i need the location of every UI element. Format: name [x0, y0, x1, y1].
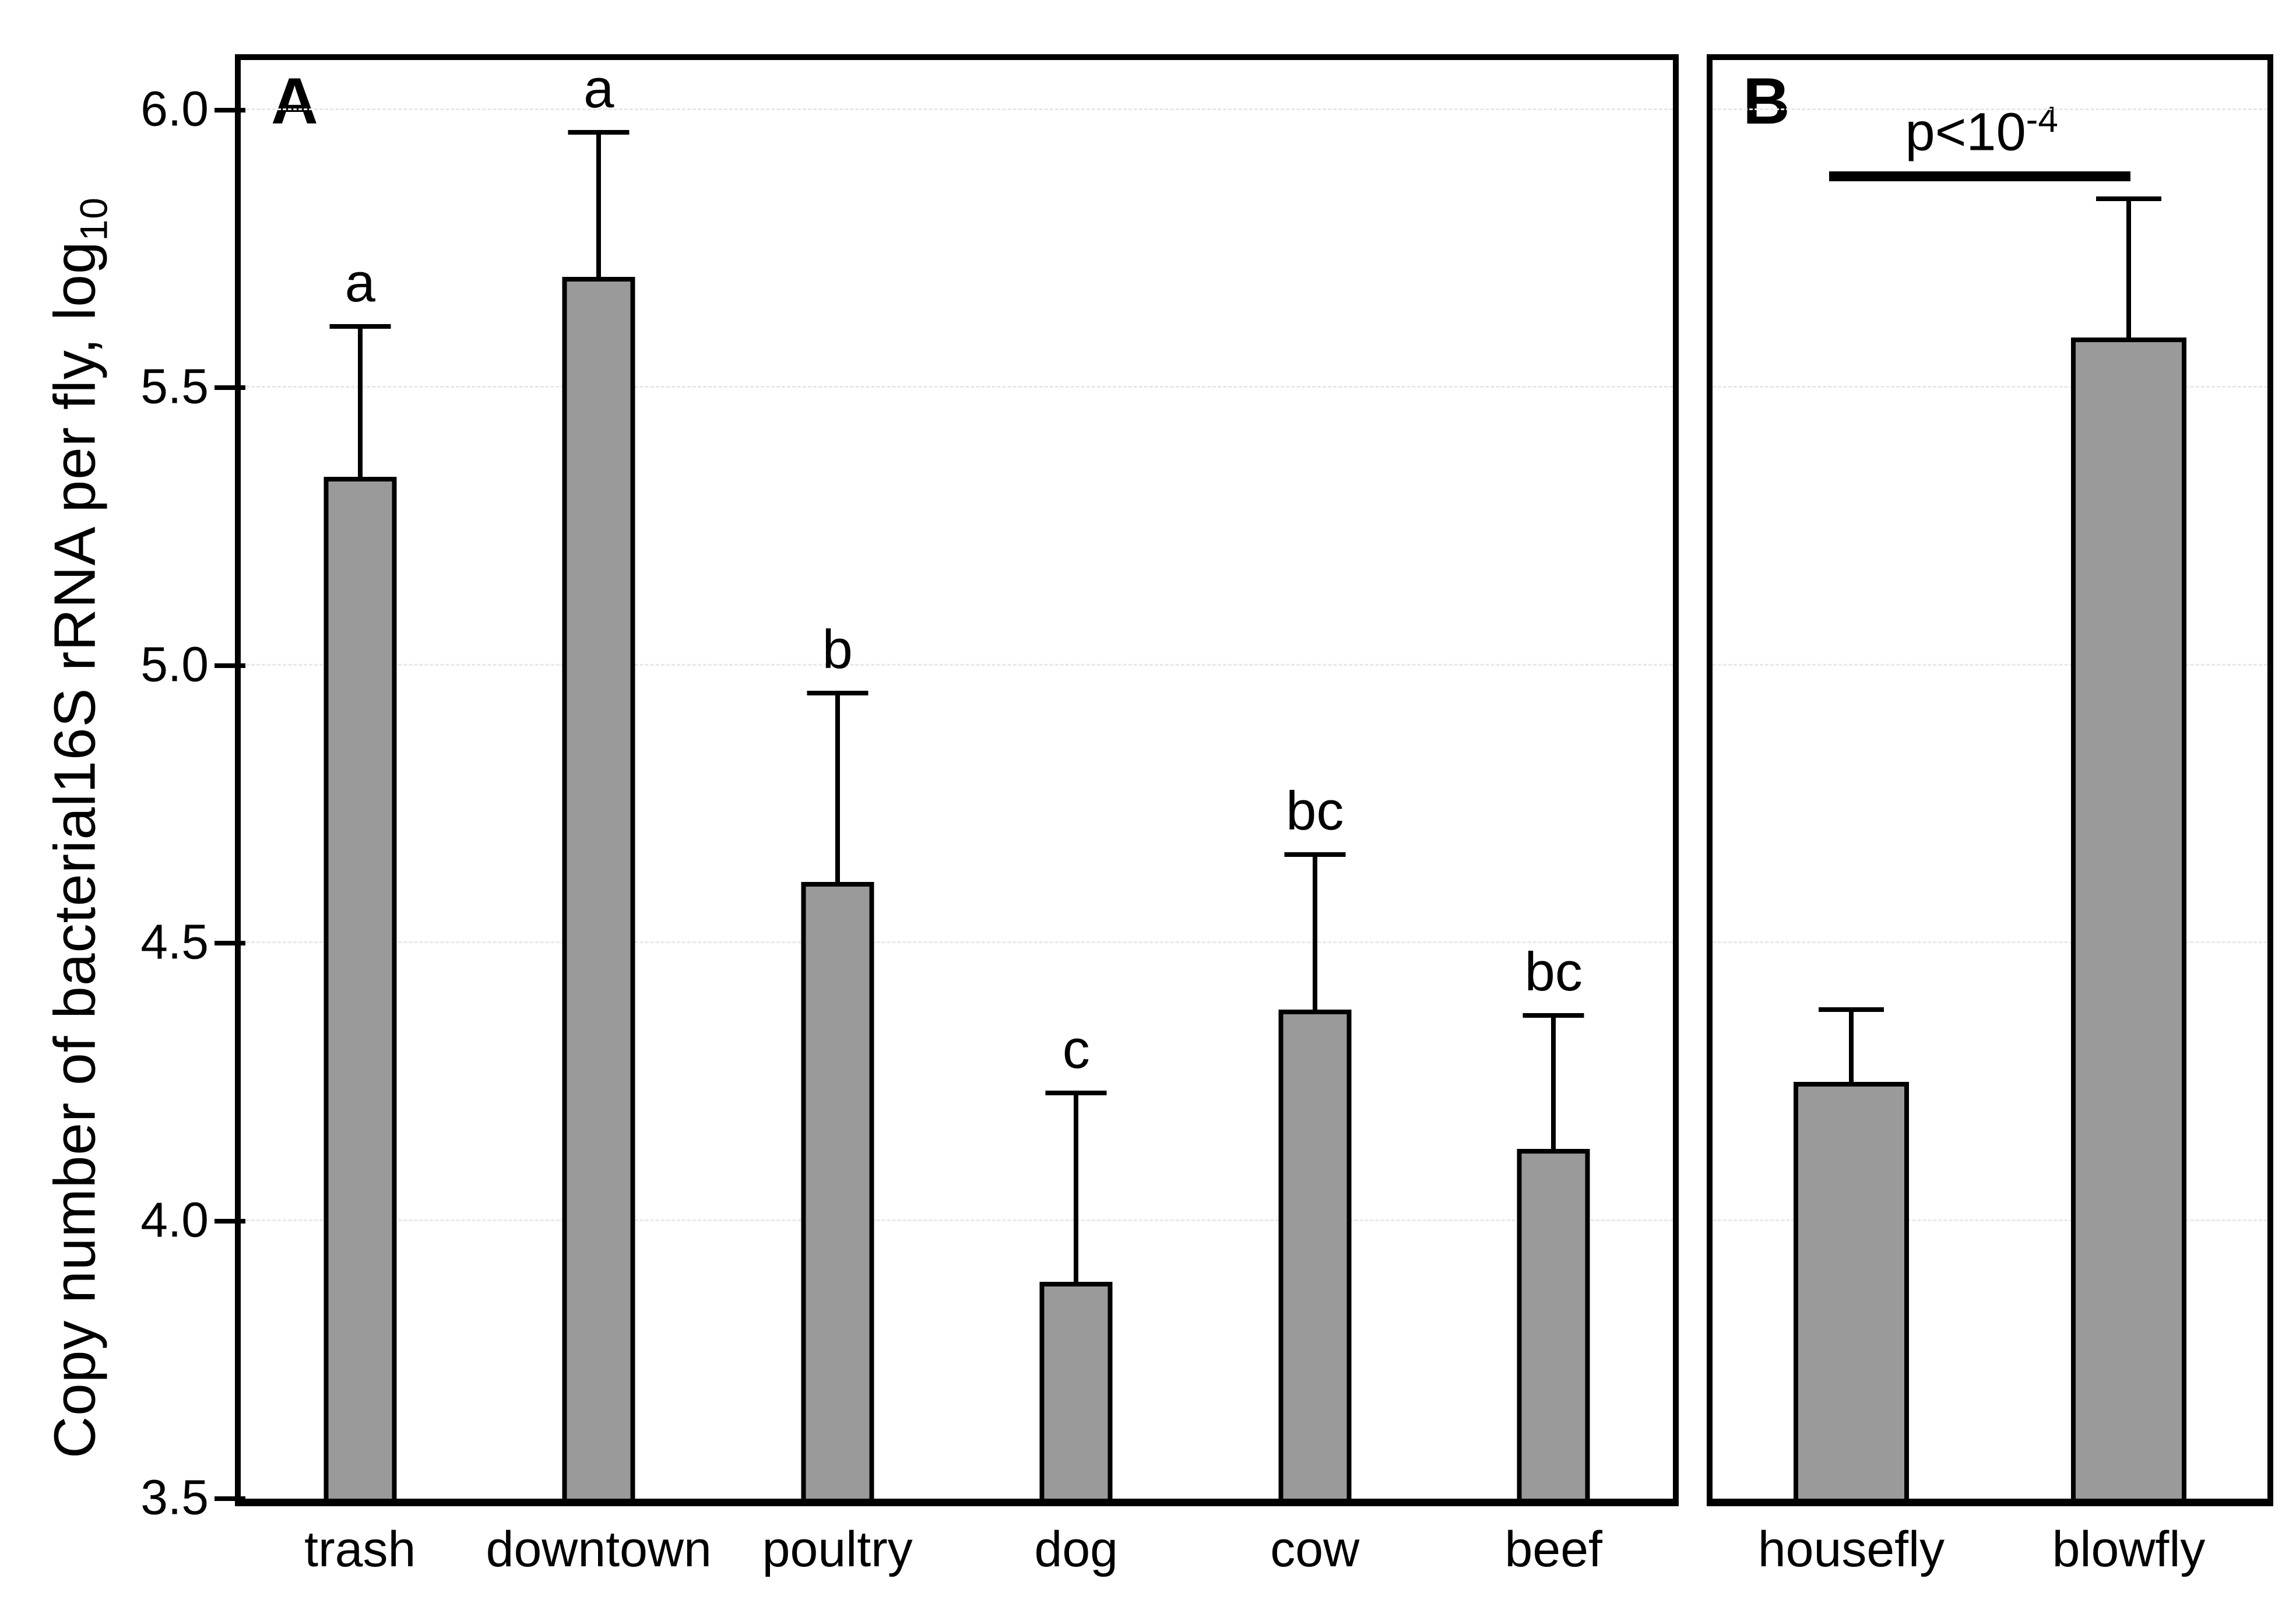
gridline: [241, 663, 1673, 666]
error-cap: [329, 324, 391, 329]
error-bar: [357, 326, 363, 477]
significance-letter: a: [583, 57, 614, 119]
y-tick-label: 4.0: [140, 1192, 209, 1247]
significance-line: [1829, 171, 2130, 182]
y-tick: [215, 1218, 245, 1224]
panel-A-letter: A: [271, 65, 318, 138]
error-cap: [2096, 196, 2161, 202]
gridline: [241, 108, 1673, 110]
panel-B: B p<10-4 housefly blowfly: [1707, 54, 2273, 1577]
y-axis-title: Copy number of bacterial16S rRNA per fly…: [42, 197, 116, 1458]
error-bar: [1849, 1010, 1854, 1082]
significance-letter: a: [344, 252, 375, 314]
category-label-blowfly: blowfly: [2052, 1521, 2206, 1577]
error-bar: [1312, 854, 1317, 1010]
error-bar: [2126, 199, 2131, 338]
category-label-trash: trash: [304, 1521, 416, 1577]
y-axis-title-subscript: 10: [72, 197, 115, 241]
gridline: [241, 1219, 1673, 1221]
category-label-downtown: downtown: [486, 1521, 712, 1577]
category-label-poultry: poultry: [762, 1521, 913, 1577]
error-bar: [835, 693, 840, 883]
error-cap: [1523, 1013, 1584, 1018]
bar-beef: [1517, 1148, 1590, 1499]
category-label-cow: cow: [1270, 1521, 1360, 1577]
y-tick-label: 5.0: [140, 637, 209, 692]
gridline: [1713, 663, 2267, 666]
significance-letter: c: [1062, 1018, 1090, 1080]
y-tick: [215, 107, 245, 113]
significance-label-superscript: -4: [2026, 100, 2058, 140]
y-tick-label: 3.5: [140, 1470, 209, 1525]
bar-dog: [1039, 1282, 1113, 1499]
gridline: [1713, 386, 2267, 388]
significance-label: p<10-4: [1905, 102, 2058, 159]
y-tick: [215, 941, 245, 946]
gridline: [241, 386, 1673, 388]
error-cap: [568, 129, 630, 135]
gridline: [1713, 108, 2267, 110]
error-cap: [807, 691, 869, 696]
significance-letter: b: [822, 618, 853, 680]
error-bar: [1074, 1093, 1079, 1282]
error-cap: [1819, 1007, 1884, 1013]
y-tick: [215, 663, 245, 668]
gridline: [1713, 941, 2267, 944]
bar-trash: [324, 476, 397, 1499]
y-tick: [215, 385, 245, 391]
panel-A: A 3.5 4.0 4.5 5.0 5.5 6.0 a trash a downtown b poul…: [140, 54, 1679, 1577]
category-label-dog: dog: [1034, 1521, 1119, 1577]
bar-downtown: [562, 276, 635, 1499]
bar-housefly: [1794, 1082, 1909, 1499]
error-bar: [1551, 1015, 1556, 1149]
gridline: [1713, 1219, 2267, 1221]
error-bar: [596, 132, 602, 277]
significance-label-text: p<10: [1905, 103, 2026, 163]
bar-blowfly: [2071, 338, 2186, 1499]
y-tick: [215, 1496, 245, 1501]
panel-B-letter: B: [1743, 65, 1790, 138]
category-label-beef: beef: [1504, 1521, 1602, 1577]
bar-poultry: [801, 882, 874, 1499]
y-tick-label: 6.0: [140, 81, 209, 136]
error-cap: [1045, 1091, 1107, 1096]
y-tick-label: 5.5: [140, 358, 209, 414]
significance-letter: bc: [1286, 779, 1344, 841]
significance-letter: bc: [1524, 940, 1583, 1002]
y-tick-label: 4.5: [140, 914, 209, 969]
gridline: [241, 941, 1673, 944]
bar-cow: [1278, 1010, 1352, 1499]
error-cap: [1284, 852, 1346, 857]
y-axis-title-text: Copy number of bacterial16S rRNA per fly…: [42, 241, 108, 1458]
category-label-housefly: housefly: [1757, 1521, 1945, 1577]
